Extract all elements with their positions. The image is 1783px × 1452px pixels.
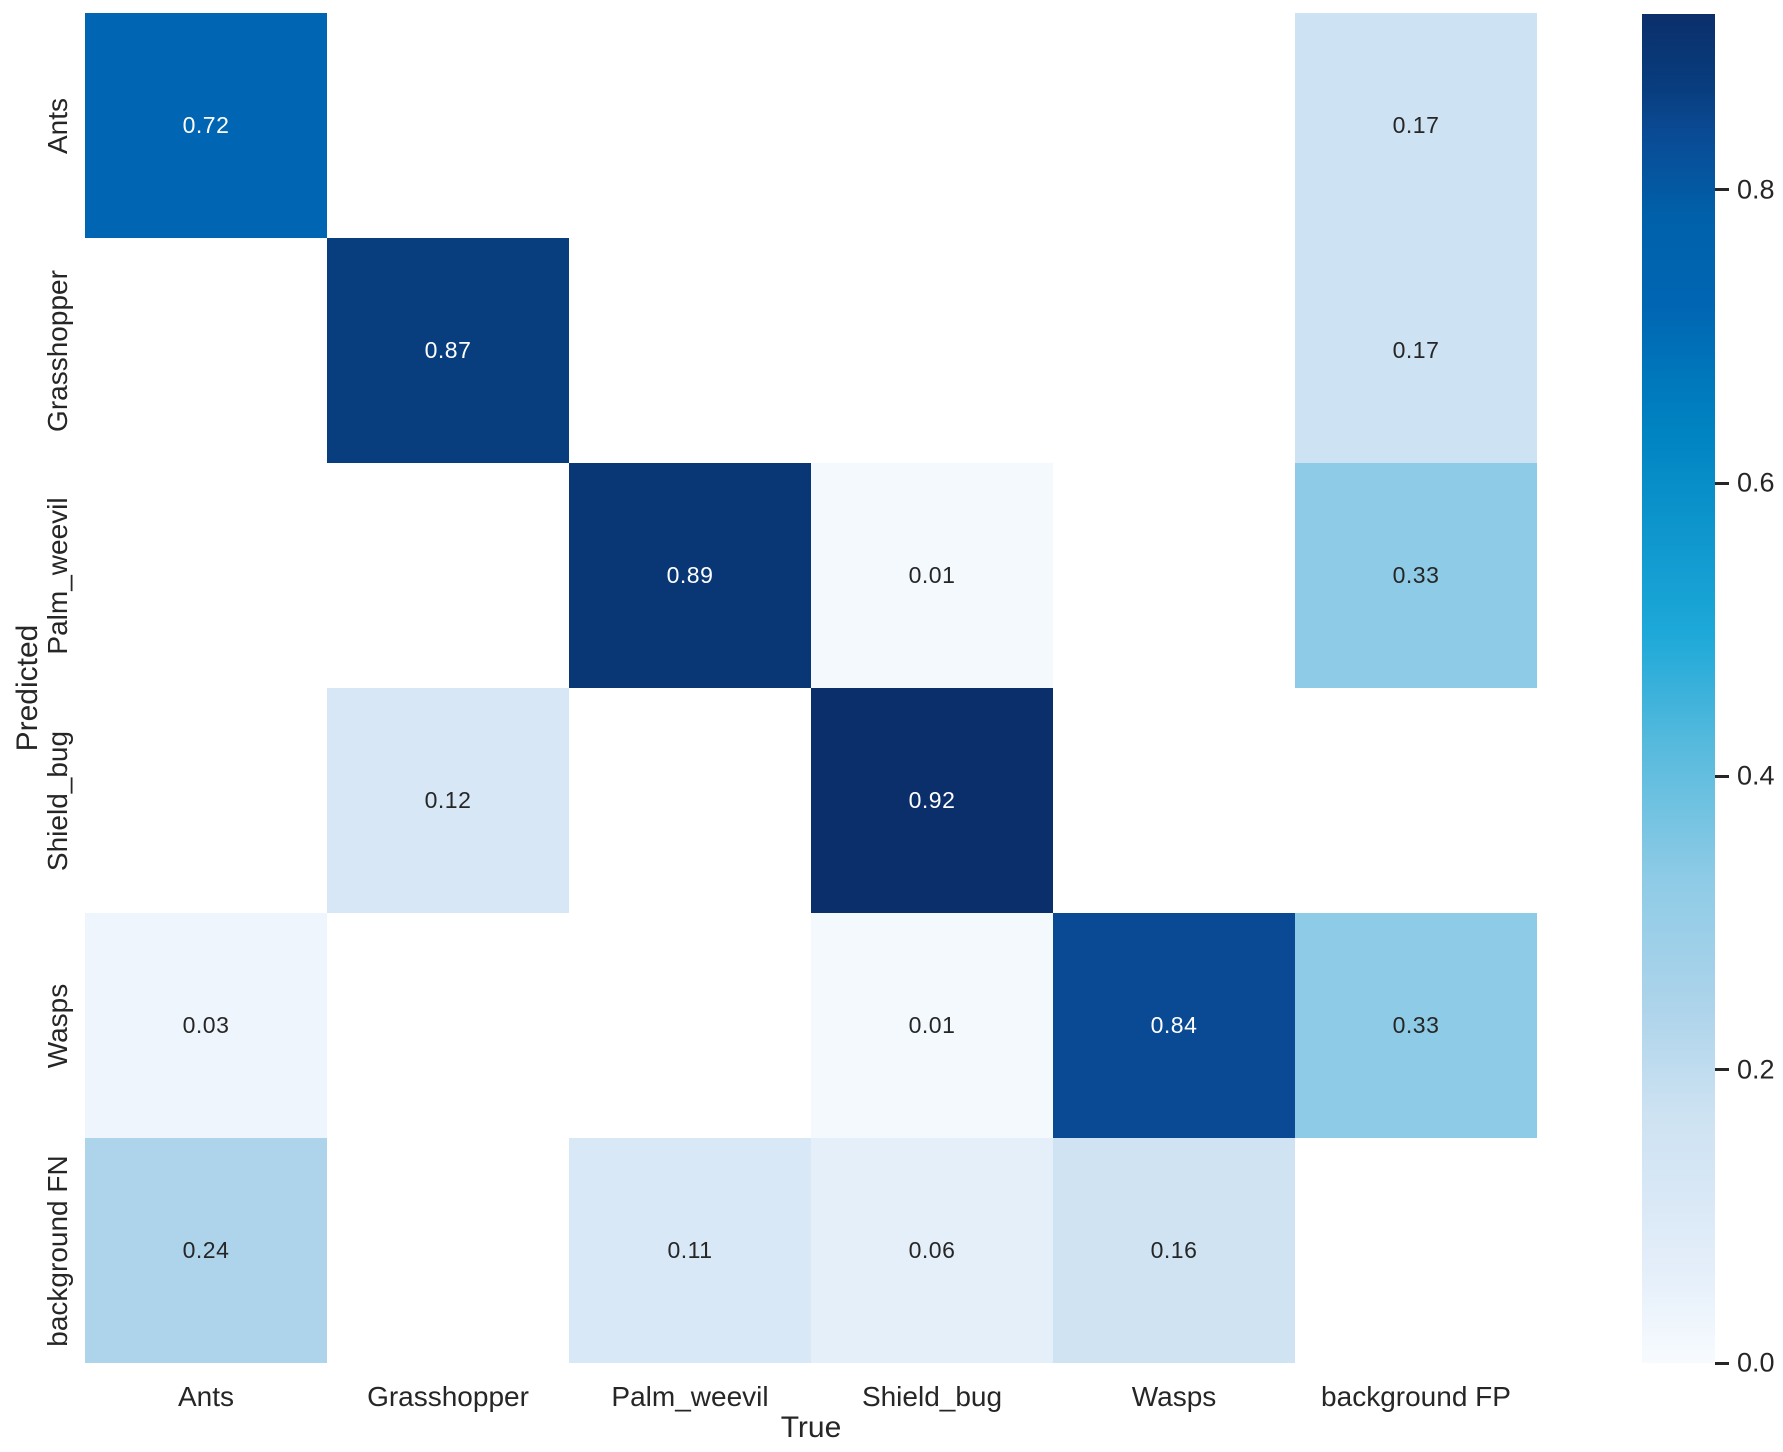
- colorbar-tick-label: 0.8: [1737, 174, 1775, 205]
- x-tick-label: Wasps: [1131, 1381, 1217, 1412]
- heatmap-cell: [85, 463, 327, 688]
- x-tick-label: background FP: [1321, 1381, 1511, 1412]
- colorbar-tick-mark: [1715, 1068, 1729, 1072]
- heatmap-cell: [569, 688, 811, 913]
- y-tick-label: Wasps: [42, 983, 73, 1068]
- cell-value: 0.01: [908, 562, 956, 588]
- cell-value: 0.12: [424, 787, 472, 813]
- x-axis-title: True: [780, 1411, 842, 1444]
- heatmap-cell: 0.33: [1295, 463, 1537, 688]
- colorbar-tick-label: 0.6: [1737, 467, 1775, 498]
- heatmap-grid: 0.72 0.17 0.87 0.17 0.89 0.01 0.33 0.12 0.92 0.03…: [85, 13, 1537, 1363]
- heatmap-cell: [1053, 13, 1295, 238]
- heatmap-cell: [327, 13, 569, 238]
- heatmap-cell: 0.12: [327, 688, 569, 913]
- heatmap-cell: 0.03: [85, 913, 327, 1138]
- cell-value: 0.01: [908, 1012, 956, 1038]
- heatmap-cell: [327, 913, 569, 1138]
- cell-value: 0.24: [182, 1237, 230, 1263]
- cell-value: 0.16: [1150, 1237, 1198, 1263]
- colorbar-tick-mark: [1715, 481, 1729, 485]
- cell-value: 0.06: [908, 1237, 956, 1263]
- heatmap-cell: 0.92: [811, 688, 1053, 913]
- heatmap-cell: [569, 13, 811, 238]
- colorbar-tick-mark: [1715, 188, 1729, 192]
- x-tick-label: Ants: [177, 1381, 235, 1412]
- heatmap-cell: 0.01: [811, 913, 1053, 1138]
- heatmap-cell: [85, 238, 327, 463]
- colorbar-tick-mark: [1715, 1361, 1729, 1365]
- y-tick-label: Ants: [42, 97, 73, 154]
- heatmap-cell: 0.17: [1295, 13, 1537, 238]
- heatmap-cell: 0.87: [327, 238, 569, 463]
- heatmap-cell: 0.06: [811, 1138, 1053, 1363]
- colorbar: [1642, 14, 1715, 1363]
- cell-value: 0.03: [182, 1012, 230, 1038]
- heatmap-cell: 0.84: [1053, 913, 1295, 1138]
- colorbar-tick-label: 0.2: [1737, 1054, 1775, 1085]
- cell-value: 0.11: [667, 1237, 713, 1263]
- x-tick-label: Palm_weevil: [611, 1381, 769, 1412]
- heatmap-cell: [811, 238, 1053, 463]
- heatmap-cell: [569, 238, 811, 463]
- heatmap-cell: 0.72: [85, 13, 327, 238]
- y-tick-label: background FN: [42, 1154, 73, 1347]
- cell-value: 0.17: [1392, 112, 1440, 138]
- colorbar-tick-label: 0.4: [1737, 760, 1775, 791]
- y-tick-label: Grasshopper: [42, 269, 73, 432]
- cell-value: 0.72: [182, 112, 230, 138]
- heatmap-cell: 0.24: [85, 1138, 327, 1363]
- heatmap-cell: 0.11: [569, 1138, 811, 1363]
- cell-value: 0.33: [1392, 562, 1440, 588]
- x-tick-label: Shield_bug: [861, 1381, 1003, 1412]
- heatmap-cell: 0.16: [1053, 1138, 1295, 1363]
- heatmap-cell: [327, 463, 569, 688]
- heatmap-cell: [85, 688, 327, 913]
- heatmap-cell: [327, 1138, 569, 1363]
- cell-value: 0.84: [1150, 1012, 1198, 1038]
- heatmap-cell: 0.17: [1295, 238, 1537, 463]
- y-axis-title: Predicted: [11, 624, 44, 752]
- heatmap-cell: [1053, 463, 1295, 688]
- y-tick-label: Palm_weevil: [42, 496, 73, 655]
- colorbar-tick-label: 0.0: [1737, 1347, 1775, 1378]
- heatmap-cell: [811, 13, 1053, 238]
- heatmap-cell: [1053, 688, 1295, 913]
- heatmap-cell: [569, 913, 811, 1138]
- colorbar-tick-mark: [1715, 774, 1729, 778]
- heatmap-cell: 0.01: [811, 463, 1053, 688]
- heatmap-cell: 0.89: [569, 463, 811, 688]
- cell-value: 0.17: [1392, 337, 1440, 363]
- heatmap-cell: [1295, 1138, 1537, 1363]
- cell-value: 0.89: [666, 562, 714, 588]
- y-tick-label: Shield_bug: [42, 730, 73, 871]
- x-tick-label: Grasshopper: [367, 1381, 529, 1412]
- cell-value: 0.33: [1392, 1012, 1440, 1038]
- heatmap-cell: [1053, 238, 1295, 463]
- cell-value: 0.92: [908, 787, 956, 813]
- cell-value: 0.87: [424, 337, 472, 363]
- heatmap-cell: 0.33: [1295, 913, 1537, 1138]
- heatmap-cell: [1295, 688, 1537, 913]
